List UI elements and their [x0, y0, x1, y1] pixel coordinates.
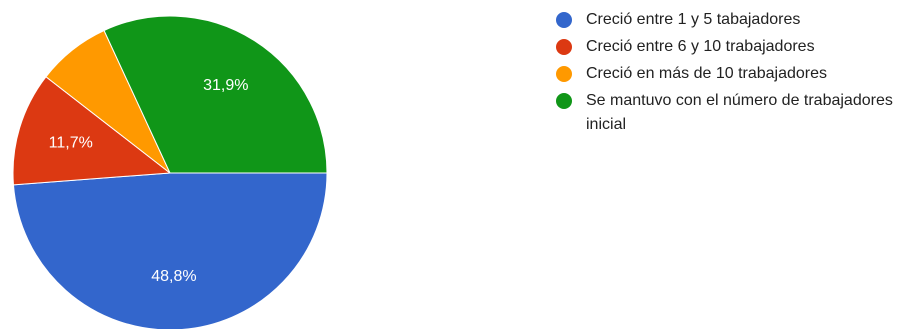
legend-label: Se mantuvo con el número de trabajadores…	[586, 92, 893, 133]
legend-swatch-icon	[556, 66, 572, 82]
legend-item-4: Se mantuvo con el número de trabajadores…	[556, 89, 901, 137]
pie-slice-1	[12, 172, 328, 329]
legend-swatch-icon	[556, 93, 572, 109]
pie-slice-4	[103, 15, 328, 174]
pie-slice-label-2: 11,7%	[49, 135, 93, 152]
legend-item-1: Creció entre 1 y 5 tabajadores	[556, 8, 901, 32]
pie-slice-label-1: 48,8%	[151, 268, 196, 285]
legend-label: Creció entre 6 y 10 trabajadores	[586, 38, 815, 55]
pie-chart-plot: 48,8% 11,7% 31,9%	[12, 15, 328, 329]
legend-item-2: Creció entre 6 y 10 trabajadores	[556, 35, 901, 59]
chart-legend: Creció entre 1 y 5 tabajadores Creció ent…	[556, 8, 901, 140]
pie-slice-2	[12, 76, 172, 186]
legend-label: Creció entre 1 y 5 tabajadores	[586, 11, 801, 28]
legend-label: Creció en más de 10 trabajadores	[586, 65, 828, 82]
legend-swatch-icon	[556, 12, 572, 28]
legend-swatch-icon	[556, 39, 572, 55]
pie-slice-label-4: 31,9%	[203, 77, 248, 94]
legend-item-3: Creció en más de 10 trabajadores	[556, 62, 901, 86]
